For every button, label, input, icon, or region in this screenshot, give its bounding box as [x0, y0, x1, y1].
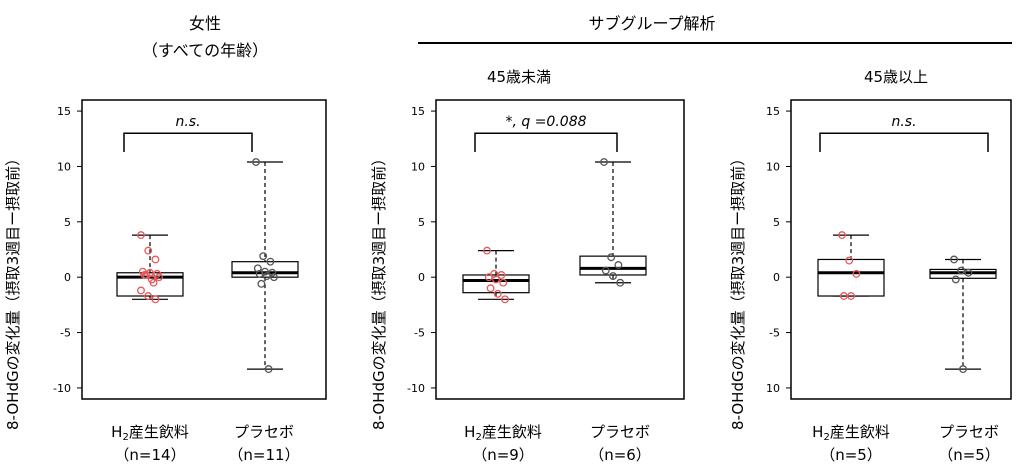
- significance-label: n.s.: [891, 114, 916, 130]
- category-label-placebo-p3: プラセボ: [938, 423, 1000, 441]
- data-point: [259, 252, 268, 261]
- data-point: [149, 278, 158, 287]
- data-point: [607, 253, 616, 262]
- plot-frame: [81, 99, 327, 400]
- y-tick-label: 0: [418, 271, 425, 284]
- data-point: [616, 278, 625, 287]
- data-point: [144, 246, 153, 255]
- y-tick-label: 10: [766, 382, 780, 395]
- y-tick-label: -10: [407, 382, 425, 395]
- y-tick-label: 15: [411, 105, 425, 118]
- n-label-h2-p1: （n=14）: [114, 446, 186, 464]
- data-point: [838, 231, 846, 240]
- data-point: [957, 266, 966, 275]
- data-point: [264, 365, 273, 374]
- data-point: [959, 365, 967, 374]
- data-point: [492, 275, 500, 284]
- data-point: [270, 273, 278, 282]
- data-point: [142, 271, 151, 279]
- n-label-placebo-p2: （n=6）: [589, 446, 651, 464]
- significance-label: n.s.: [175, 114, 200, 130]
- y-tick-label: 10: [766, 160, 780, 173]
- plot-frame: [790, 99, 1012, 400]
- significance-label: *, q =0.088: [505, 114, 586, 130]
- data-point: [486, 284, 495, 293]
- data-point: [852, 269, 861, 278]
- y-tick-label: 5: [418, 216, 425, 229]
- y-tick-label: -5: [769, 327, 780, 340]
- data-point: [137, 286, 145, 295]
- significance-bracket: [474, 132, 618, 153]
- data-point: [950, 255, 958, 264]
- y-tick-label: 5: [773, 216, 780, 229]
- category-label-h2-p2: H2産生飲料: [464, 423, 542, 443]
- category-label-h2-p1: H2産生飲料: [111, 423, 189, 443]
- data-point: [845, 256, 854, 265]
- box: [817, 258, 885, 297]
- data-point: [155, 273, 163, 282]
- data-point: [609, 272, 617, 281]
- data-point: [497, 271, 506, 279]
- y-tick-label: -5: [414, 327, 425, 340]
- y-tick-label: 5: [64, 216, 71, 229]
- subgroup-title: サブグループ解析: [588, 14, 716, 33]
- data-point: [252, 158, 260, 166]
- y-tick-label: 15: [766, 105, 780, 118]
- plot-frame: [435, 99, 685, 400]
- data-point: [484, 273, 493, 282]
- y-tick-label: 0: [773, 271, 780, 284]
- box: [462, 274, 530, 294]
- n-label-placebo-p3: （n=5）: [938, 446, 1000, 464]
- n-label-h2-p3: （n=5）: [820, 446, 882, 464]
- data-point: [144, 292, 153, 300]
- data-point: [483, 246, 491, 255]
- data-point: [257, 279, 266, 288]
- box: [579, 255, 647, 276]
- panel-title-under45: 45歳未満: [486, 68, 552, 86]
- female-title: 女性: [188, 14, 222, 33]
- n-label-placebo-p1: （n=11）: [228, 446, 300, 464]
- data-point: [964, 268, 973, 277]
- data-point: [262, 272, 271, 281]
- data-point: [266, 257, 275, 266]
- significance-bracket: [123, 132, 253, 153]
- category-label-placebo-p1: プラセボ: [233, 423, 295, 441]
- data-point: [601, 266, 610, 275]
- y-tick-label: -5: [60, 327, 71, 340]
- y-tick-label: 15: [57, 105, 71, 118]
- category-label-placebo-p2: プラセボ: [589, 423, 651, 441]
- y-tick-label: 10: [411, 160, 425, 173]
- panel-title-over45: 45歳以上: [863, 68, 929, 86]
- data-point: [255, 269, 264, 278]
- y-tick-label: -10: [53, 382, 71, 395]
- y-tick-label: 0: [64, 271, 71, 284]
- significance-bracket: [819, 132, 989, 153]
- female-subtitle: （すべての年齢）: [141, 41, 269, 60]
- data-point: [499, 278, 508, 287]
- n-label-h2-p2: （n=9）: [472, 446, 534, 464]
- y-tick-label: 10: [57, 160, 71, 173]
- data-point: [951, 275, 960, 284]
- data-point: [614, 261, 623, 269]
- category-label-h2-p3: H2産生飲料: [812, 423, 890, 443]
- data-point: [600, 158, 608, 166]
- data-point: [501, 295, 509, 304]
- data-point: [137, 231, 145, 240]
- data-point: [493, 289, 502, 298]
- data-point: [151, 255, 160, 264]
- data-point: [151, 295, 160, 304]
- data-point: [847, 292, 855, 300]
